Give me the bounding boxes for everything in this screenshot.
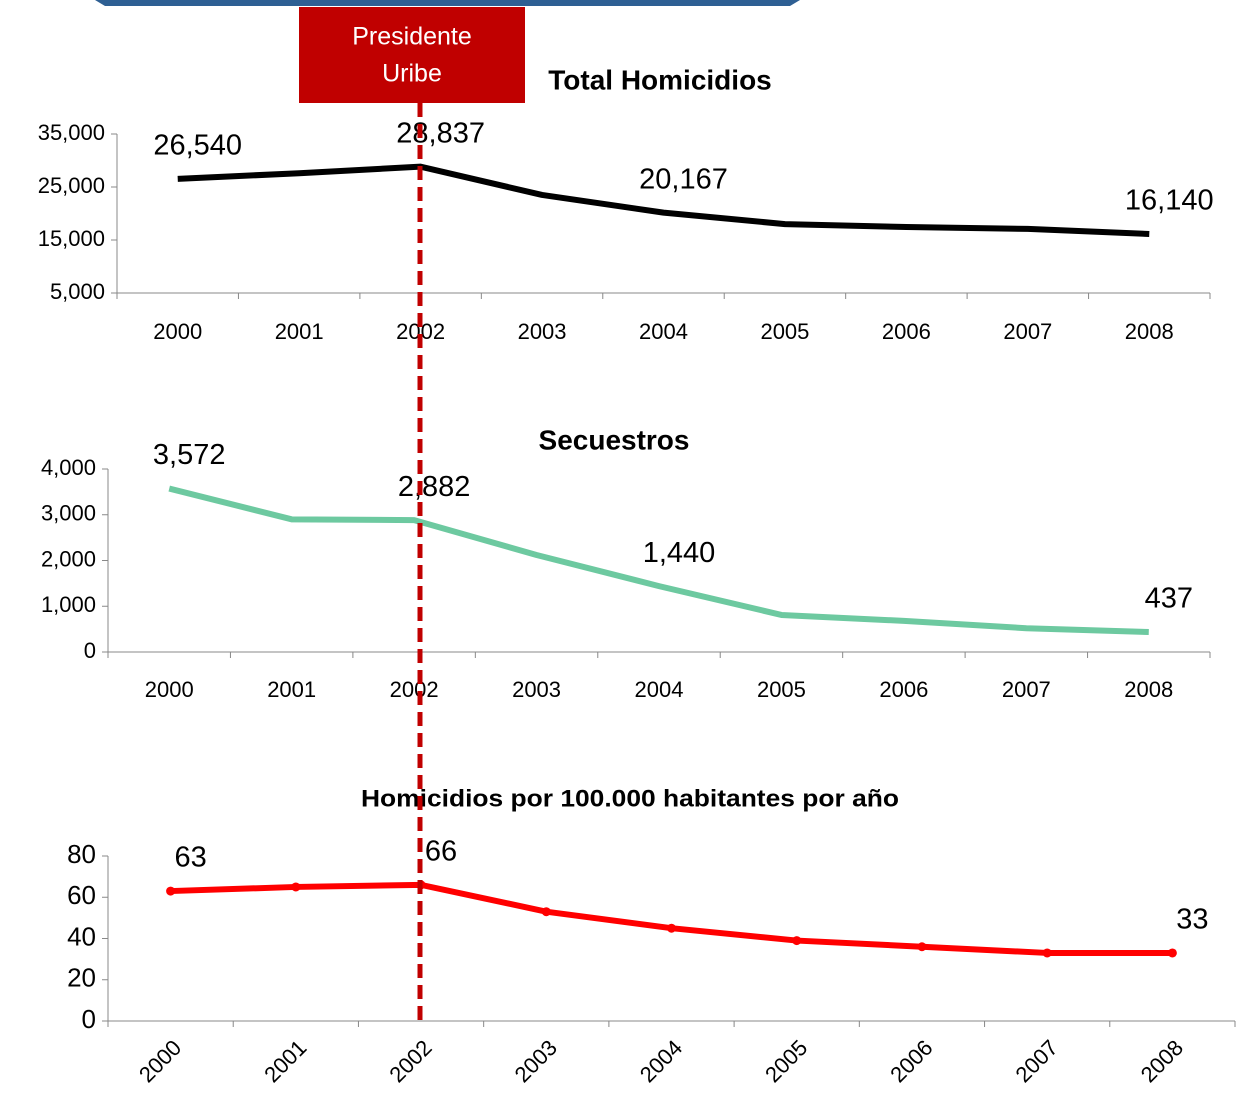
x-tick-label: 2008 <box>1124 677 1173 702</box>
y-tick-label: 2,000 <box>41 546 96 571</box>
chart-title: Total Homicidios <box>548 64 772 95</box>
data-label: 66 <box>425 836 457 868</box>
y-tick-label: 40 <box>67 921 96 951</box>
y-tick-label: 0 <box>84 638 96 663</box>
data-label: 2,882 <box>398 471 471 503</box>
point <box>541 907 551 917</box>
x-tick-label: 2002 <box>384 1035 436 1087</box>
x-tick-label: 2001 <box>275 319 324 344</box>
point <box>1167 948 1177 958</box>
x-tick-label: 2003 <box>512 677 561 702</box>
series-line <box>168 485 1149 636</box>
point <box>1042 948 1052 958</box>
point <box>917 942 927 952</box>
y-tick-label: 5,000 <box>50 279 105 304</box>
data-label: 3,572 <box>153 439 226 471</box>
x-tick-label: 2004 <box>639 319 688 344</box>
y-tick-label: 20 <box>67 963 96 993</box>
x-tick-label: 2008 <box>1136 1035 1188 1087</box>
point <box>667 923 676 933</box>
x-tick-label: 2000 <box>153 319 202 344</box>
data-label: 33 <box>1176 904 1208 936</box>
x-tick-label: 2006 <box>879 677 928 702</box>
data-label: 20,167 <box>639 163 728 195</box>
x-tick-label: 2001 <box>259 1035 311 1087</box>
series-line <box>170 881 1173 956</box>
x-tick-label: 2004 <box>635 677 684 702</box>
y-tick-label: 25,000 <box>38 173 105 198</box>
y-tick-label: 35,000 <box>38 120 105 145</box>
y-tick-label: 80 <box>67 839 96 869</box>
point <box>291 882 301 892</box>
y-tick-label: 3,000 <box>41 501 96 526</box>
x-tick-label: 2006 <box>882 319 931 344</box>
annotation-text: Presidente <box>352 23 472 51</box>
x-tick-label: 2005 <box>760 319 809 344</box>
point <box>792 936 802 946</box>
chart-title: Secuestros <box>539 424 690 455</box>
x-tick-label: 2003 <box>510 1035 562 1087</box>
chart-title: Homicidios por 100.000 habitantes por añ… <box>361 785 899 812</box>
x-tick-label: 2003 <box>518 319 567 344</box>
annotation-text: Uribe <box>382 60 442 88</box>
data-label: 16,140 <box>1125 185 1214 217</box>
y-tick-label: 1,000 <box>41 592 96 617</box>
data-label: 63 <box>174 842 206 874</box>
x-tick-label: 2006 <box>885 1035 937 1087</box>
annotation-box <box>299 7 525 103</box>
data-label: 1,440 <box>643 537 716 569</box>
data-label: 26,540 <box>153 129 242 161</box>
y-tick-label: 0 <box>82 1004 96 1034</box>
data-label: 28,837 <box>396 117 485 149</box>
x-tick-label: 2000 <box>145 677 194 702</box>
y-tick-label: 60 <box>67 880 96 910</box>
charts: Total Homicidios 5,000 15,000 25,000 35,000 2… <box>38 64 1236 1087</box>
x-tick-label: 2005 <box>760 1035 812 1087</box>
x-tick-label: 2008 <box>1125 319 1174 344</box>
point <box>166 886 176 896</box>
x-tick-label: 2007 <box>1002 677 1051 702</box>
y-tick-label: 4,000 <box>41 455 96 480</box>
x-tick-label: 2005 <box>757 677 806 702</box>
x-tick-label: 2001 <box>267 677 316 702</box>
x-tick-label: 2002 <box>390 677 439 702</box>
header-band <box>95 0 800 6</box>
x-tick-label: 2007 <box>1003 319 1052 344</box>
x-tick-label: 2007 <box>1011 1035 1063 1087</box>
y-tick-label: 15,000 <box>38 226 105 251</box>
x-tick-label: 2000 <box>134 1035 186 1087</box>
series-line <box>177 163 1150 237</box>
x-tick-label: 2004 <box>635 1035 687 1087</box>
data-label: 437 <box>1145 583 1193 615</box>
